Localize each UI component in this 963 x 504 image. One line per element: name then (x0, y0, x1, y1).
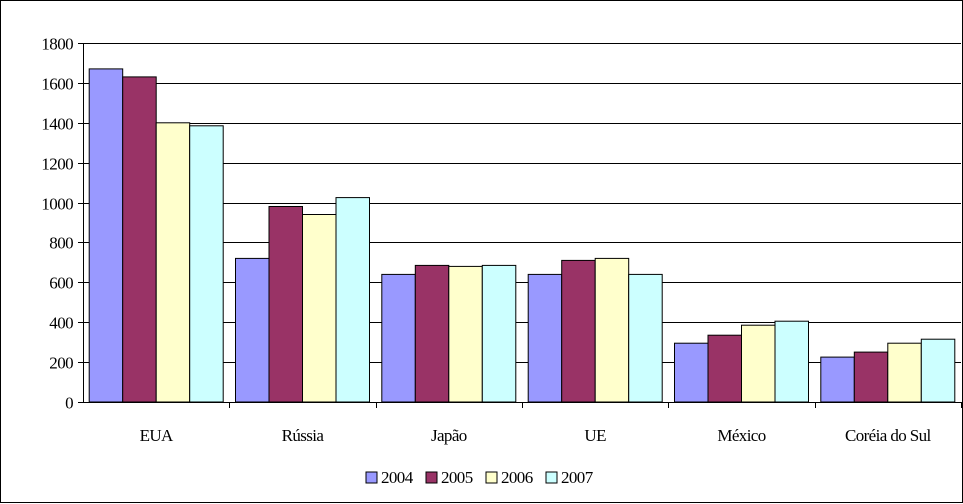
bar-2006-4 (741, 324, 776, 403)
bar-2004-1 (235, 257, 270, 403)
bar-2005-4 (707, 334, 742, 403)
y-tick-label: 400 (49, 314, 73, 333)
bar-2007-5 (920, 338, 956, 403)
x-tick-label: México (717, 426, 765, 445)
bar-2004-5 (820, 356, 855, 403)
bar-2005-0 (122, 76, 157, 403)
y-tick-label: 600 (49, 274, 73, 293)
legend-label-2006: 2006 (501, 468, 533, 487)
x-tick-label: Japão (431, 426, 467, 445)
x-axis-ticks: EUA Rússia Japão UE México Coréia do Sul (140, 402, 962, 445)
gridlines (83, 43, 961, 363)
legend-label-2007: 2007 (561, 468, 594, 487)
y-tick-label: 1600 (41, 75, 73, 94)
legend-swatch-2005 (425, 471, 438, 484)
y-tick-label: 200 (49, 354, 73, 373)
bar-2006-0 (155, 122, 191, 403)
legend-swatch-2007 (545, 471, 558, 484)
x-tick-label: Rússia (282, 426, 325, 445)
y-tick-label: 800 (49, 234, 73, 253)
legend-swatch-2004 (365, 471, 378, 484)
bar-2005-5 (853, 351, 889, 403)
y-tick-label: 1200 (41, 155, 73, 174)
bar-2006-5 (887, 342, 922, 403)
legend: 2004 2005 2006 2007 (365, 468, 594, 487)
x-tick-label: Coréia do Sul (845, 426, 932, 445)
bar-2004-0 (88, 68, 124, 403)
bar-2007-3 (628, 273, 663, 403)
bar-2006-3 (594, 257, 630, 403)
y-tick-label: 0 (65, 394, 73, 413)
y-tick-label: 1400 (41, 115, 73, 134)
x-tick-label: UE (584, 426, 606, 445)
y-axis-ticks: 0 200 400 600 800 1000 1200 1400 1600 1800 (41, 35, 83, 413)
bar-2005-1 (268, 206, 303, 403)
bars (88, 68, 956, 403)
y-tick-label: 1800 (41, 35, 73, 54)
y-tick-label: 1000 (41, 195, 73, 214)
bar-2004-2 (381, 273, 416, 403)
bar-2004-4 (674, 342, 709, 403)
bar-2007-0 (189, 125, 224, 403)
bar-2006-1 (302, 214, 337, 403)
bar-2006-2 (448, 265, 483, 403)
bar-2007-2 (481, 264, 517, 403)
legend-swatch-2006 (485, 471, 498, 484)
legend-label-2004: 2004 (381, 468, 414, 487)
legend-label-2005: 2005 (441, 468, 473, 487)
bar-2007-4 (774, 320, 809, 403)
bar-2005-3 (561, 259, 596, 403)
bar-2007-1 (335, 197, 370, 403)
bar-2004-3 (527, 273, 563, 403)
x-tick-label: EUA (140, 426, 174, 445)
bar-2005-2 (414, 264, 450, 403)
